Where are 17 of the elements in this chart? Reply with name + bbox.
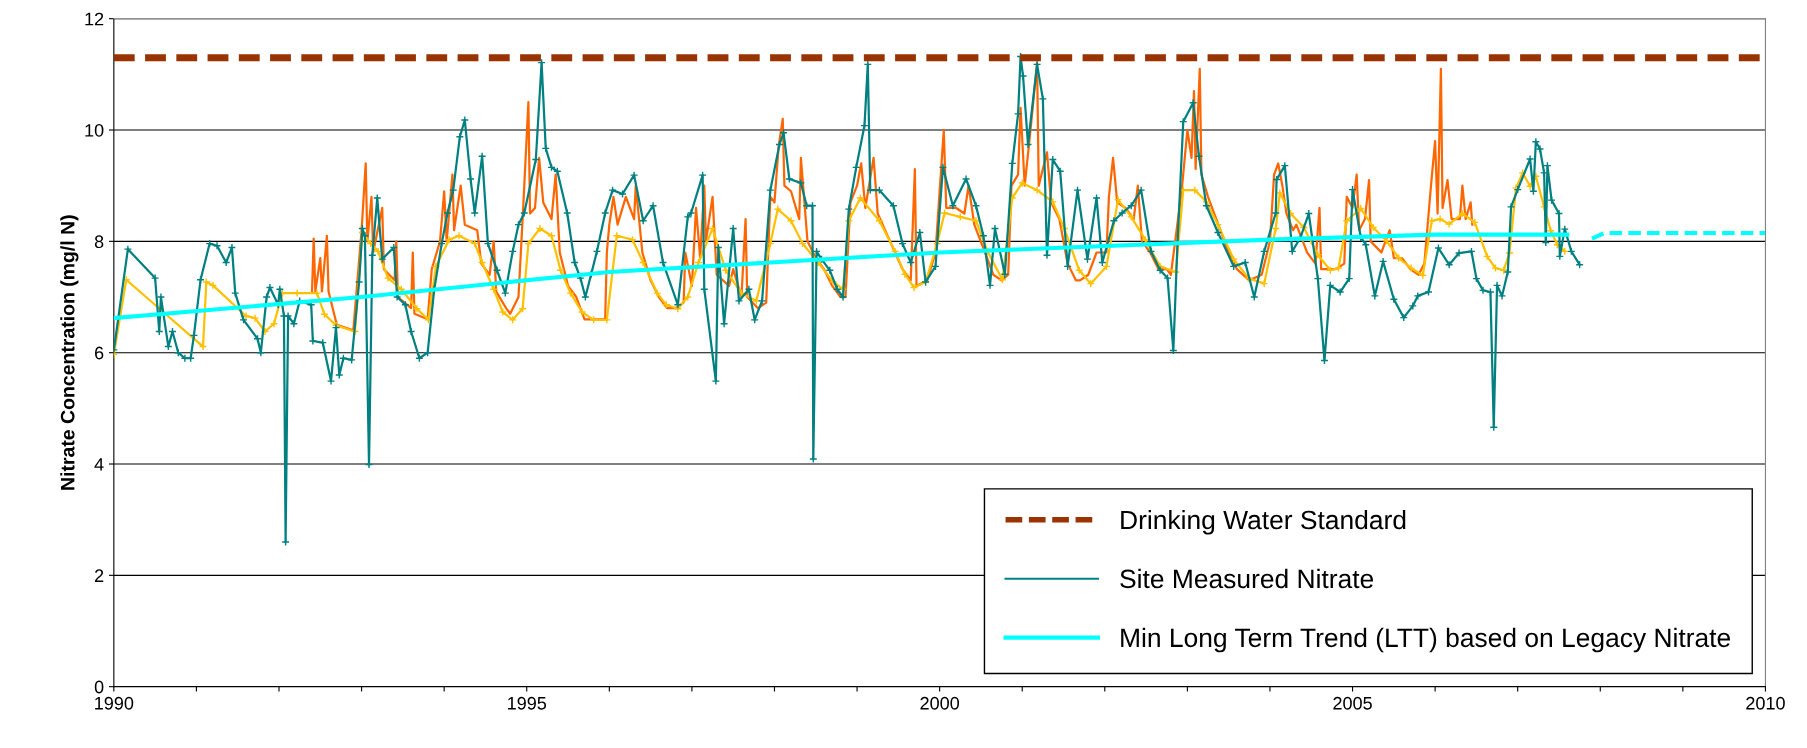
y-tick-label: 10 [85,123,104,137]
line-series [113,232,1570,321]
y-tick-label: 6 [95,346,104,360]
y-tick-label: 12 [85,12,104,26]
x-tick-label: 1995 [508,696,547,710]
legend-label: Drinking Water Standard [1121,509,1406,535]
legend-label: Site Measured Nitrate [1120,568,1374,589]
x-tick-label: 2005 [1333,696,1372,710]
x-tick-label: 2010 [1746,696,1785,710]
legend-label: Min Long Term Trend (LTT) based on Legacy Nitrate [1121,627,1731,653]
y-tick-label: 8 [94,235,104,249]
y-axis-title: Nitrate Concentration (mg/l N) [60,215,79,490]
y-tick-label: 2 [94,569,104,582]
y-tick-label: 4 [94,458,104,471]
x-tick-label: 1990 [95,696,134,710]
y-tick-label: 0 [94,680,104,694]
x-tick-label: 2000 [920,696,960,710]
